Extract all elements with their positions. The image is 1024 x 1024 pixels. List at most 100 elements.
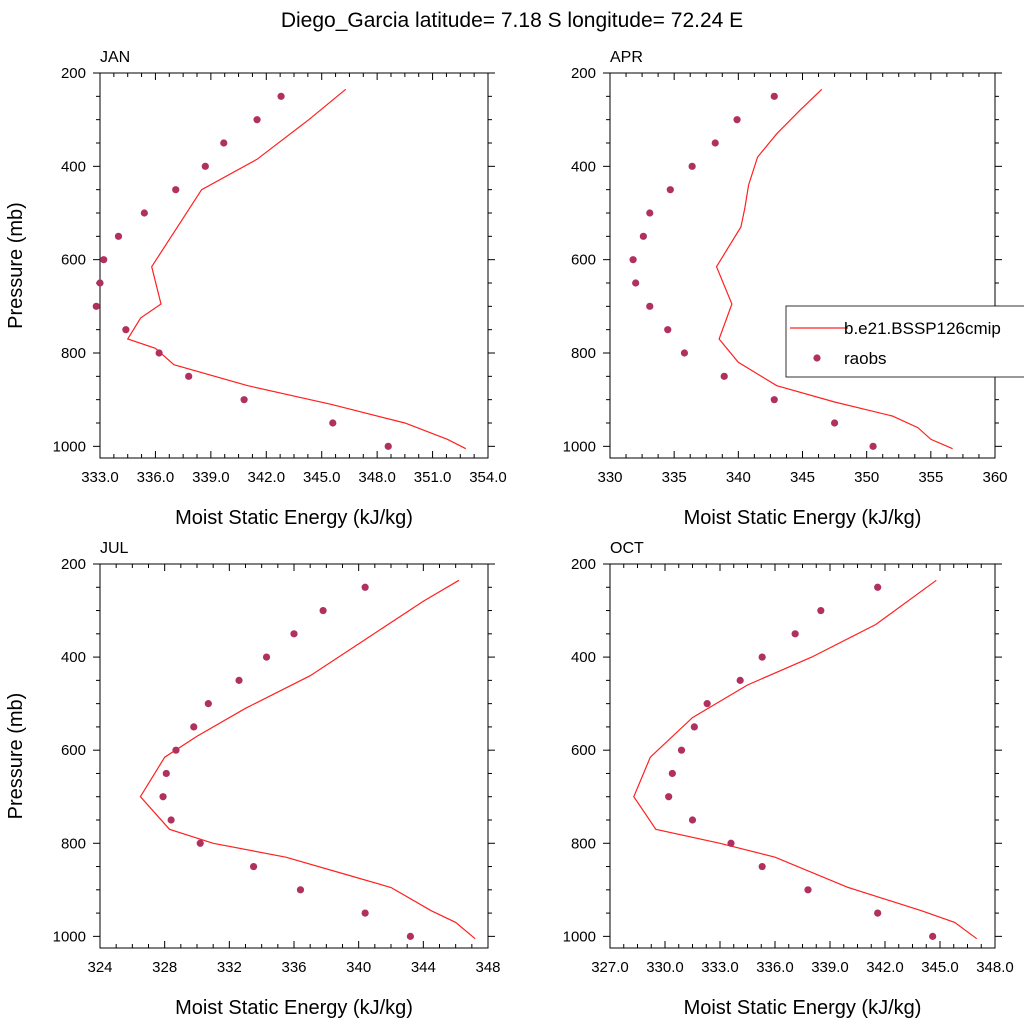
panel-title-jan: JAN [100,49,130,66]
x-axis-title: Moist Static Energy (kJ/kg) [684,997,922,1019]
raobs-point [646,209,654,217]
y-axis-title: Pressure (mb) [5,693,27,820]
x-axis-title: Moist Static Energy (kJ/kg) [175,507,413,529]
raobs-point [249,862,258,871]
x-tick-label: 336.0 [137,469,175,486]
raobs-point [172,186,180,194]
raobs-point [296,886,305,894]
x-axis-title: Moist Static Energy (kJ/kg) [684,507,922,529]
raobs-point [690,723,698,731]
raobs-point [162,769,170,778]
raobs-point [196,839,204,847]
x-tick-label: 345 [790,469,815,486]
raobs-point [874,583,882,591]
raobs-point [874,909,882,917]
legend-raobs-marker [813,354,821,362]
raobs-point [688,816,697,824]
raobs-point [736,676,744,684]
raobs-point [929,932,937,940]
x-tick-label: 330 [597,469,622,486]
y-tick-label: 200 [571,556,596,573]
raobs-point [100,256,108,264]
raobs-point [817,606,825,615]
x-axis-title: Moist Static Energy (kJ/kg) [175,997,413,1019]
raobs-point [319,606,327,615]
x-tick-label: 330.0 [646,959,684,976]
panel-title-apr: APR [610,49,643,66]
raobs-point [666,186,674,194]
raobs-point [277,92,285,100]
raobs-point [406,932,414,940]
raobs-point [122,326,130,334]
raobs-point [190,723,198,731]
y-tick-label: 400 [571,158,596,175]
x-tick-label: 345.0 [303,469,341,486]
x-tick-label: 335 [662,469,687,486]
y-tick-label: 400 [61,158,86,175]
y-tick-label: 800 [61,345,86,362]
raobs-point [92,302,100,310]
legend: b.e21.BSSP126cmip raobs [785,305,1024,378]
raobs-point [830,419,839,427]
raobs-point [632,279,640,287]
y-axis-title: Pressure (mb) [5,202,27,329]
raobs-point [290,630,298,638]
x-tick-label: 360 [982,469,1007,486]
y-tick-label: 600 [571,742,596,759]
legend-box [785,305,1024,378]
x-tick-label: 348.0 [358,469,396,486]
raobs-point [361,583,369,591]
raobs-point [262,653,271,661]
raobs-point [680,349,689,357]
raobs-point [629,256,637,264]
raobs-point [668,769,676,778]
raobs-point [720,372,728,380]
y-tick-label: 400 [571,649,596,666]
x-tick-label: 354.0 [469,469,507,486]
raobs-point [758,862,766,871]
x-tick-label: 340 [346,959,371,976]
raobs-point [159,793,167,801]
x-tick-label: 340 [726,469,751,486]
raobs-point [96,279,104,287]
y-tick-label: 600 [61,742,86,759]
plot-frame-oct [609,563,996,949]
y-tick-label: 600 [61,252,86,269]
x-tick-label: 342.0 [248,469,286,486]
raobs-point [235,676,243,684]
model-line-jan [126,88,467,450]
x-tick-label: 339.0 [192,469,230,486]
raobs-point [711,139,719,147]
raobs-point [664,326,672,334]
raobs-point [646,302,654,310]
x-tick-label: 327.0 [591,959,629,976]
y-tick-label: 800 [61,835,86,852]
raobs-point [770,396,778,404]
y-tick-label: 200 [571,65,596,82]
raobs-point [240,396,248,404]
y-tick-label: 200 [61,65,86,82]
x-tick-label: 333.0 [701,959,739,976]
x-tick-label: 348 [475,959,500,976]
x-tick-label: 333.0 [81,469,119,486]
y-tick-label: 1000 [563,438,596,455]
panel-title-jul: JUL [100,540,129,557]
panel-oct: OCT 327.0 330.0 333.0 336.0 339.0 342.0 345.0 34… [563,540,1014,1019]
model-line-oct [633,579,978,940]
y-tick-label: 600 [571,252,596,269]
raobs-point [688,162,696,170]
raobs-point [220,139,228,147]
x-tick-label: 328 [152,959,177,976]
raobs-point [727,839,735,847]
raobs-point [791,630,799,638]
raobs-point [703,700,711,708]
y-tick-label: 800 [571,835,596,852]
raobs-point [804,886,812,894]
raobs-point [185,372,193,380]
model-line-jul [139,579,476,940]
raobs-point [329,419,337,427]
panel-jan: JAN 333.0 336.0 339.0 342.0 345.0 348.0 351.0 35… [5,49,507,529]
x-tick-label: 344 [411,959,436,976]
raobs-point [733,116,741,124]
